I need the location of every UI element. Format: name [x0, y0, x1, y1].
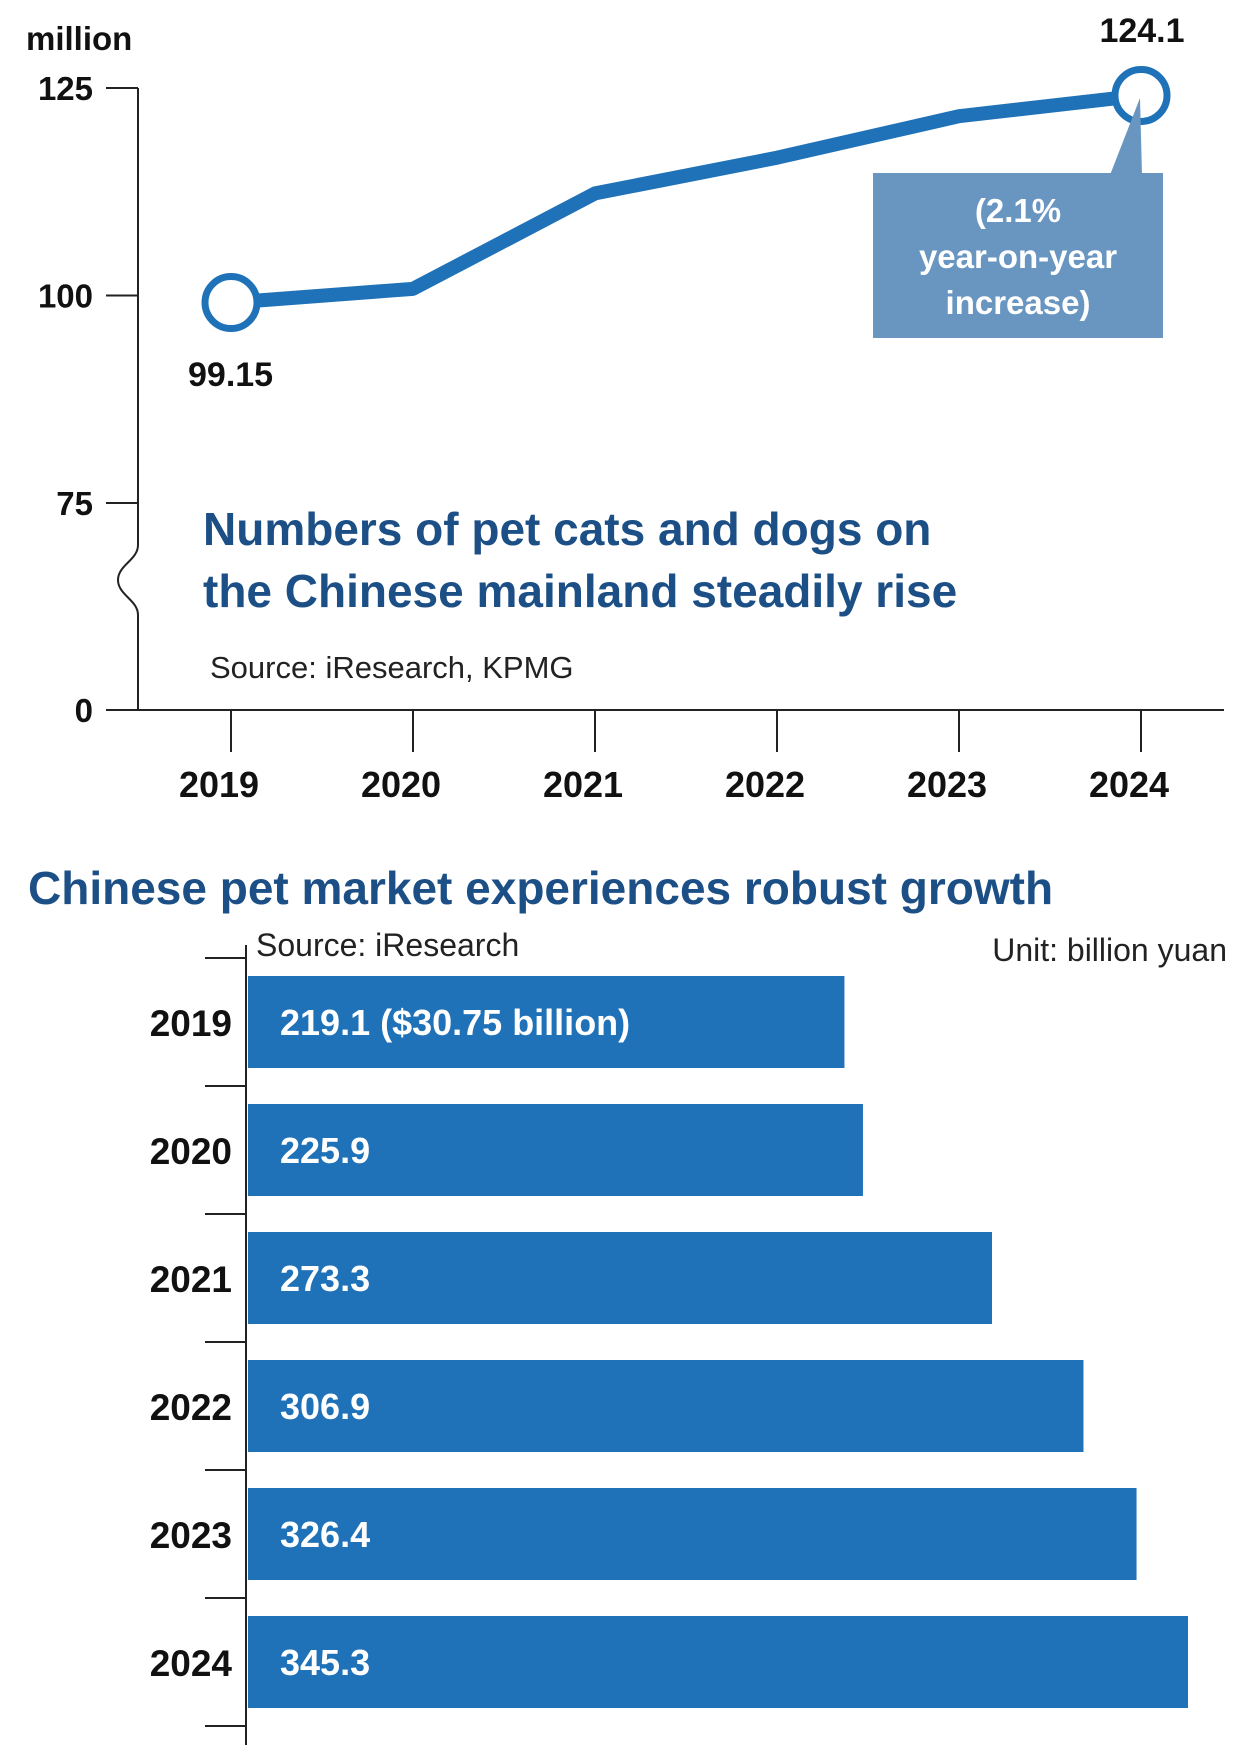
x-tick-label: 2021 — [543, 764, 623, 805]
bar-category-label: 2022 — [150, 1387, 232, 1428]
bar-category-label: 2024 — [150, 1643, 233, 1684]
y-tick-label: 0 — [75, 692, 93, 729]
annotation-callout: (2.1% year-on-year increase) — [873, 98, 1163, 338]
bar-category-ticks — [205, 957, 246, 1727]
x-tick-label: 2022 — [725, 764, 805, 805]
bar-chart-unit: Unit: billion yuan — [992, 932, 1227, 968]
x-tick-label: 2023 — [907, 764, 987, 805]
callout-box — [873, 173, 1163, 338]
callout-pointer — [1110, 98, 1142, 175]
bar-value-label: 273.3 — [280, 1258, 370, 1299]
bar-value-label: 326.4 — [280, 1514, 370, 1555]
callout-line-3: increase) — [946, 284, 1091, 321]
bar — [248, 1104, 863, 1196]
series-line — [224, 88, 1148, 310]
callout-line-2: year-on-year — [919, 238, 1117, 275]
data-label-2019: 99.15 — [188, 356, 273, 394]
y-ticks: 125 100 75 0 — [38, 70, 138, 729]
bar — [248, 976, 845, 1068]
bar — [248, 1360, 1084, 1452]
bar-value-label: 225.9 — [280, 1130, 370, 1171]
bar-chart-title: Chinese pet market experiences robust gr… — [28, 862, 1053, 914]
bars: 219.1 ($30.75 billion) 2019 225.9 2020 273.3… — [150, 976, 1188, 1708]
bar-value-label: 219.1 ($30.75 billion) — [280, 1002, 630, 1043]
bar-chart-source: Source: iResearch — [256, 927, 519, 963]
bar — [248, 1488, 1137, 1580]
bar — [248, 1232, 992, 1324]
data-label-2024: 124.1 — [1099, 12, 1184, 50]
bar-category-label: 2021 — [150, 1259, 232, 1300]
markers — [201, 65, 1171, 333]
line-chart-source: Source: iResearch, KPMG — [210, 650, 574, 685]
y-tick-label: 125 — [38, 70, 93, 107]
line-chart-title-line-1: Numbers of pet cats and dogs on — [203, 503, 931, 555]
bar-category-label: 2020 — [150, 1131, 232, 1172]
point-marker — [1111, 65, 1171, 125]
y-tick-label: 75 — [56, 485, 93, 522]
bar-category-label: 2019 — [150, 1003, 232, 1044]
x-tick-label: 2020 — [361, 764, 441, 805]
bar-value-label: 306.9 — [280, 1386, 370, 1427]
bar-value-label: 345.3 — [280, 1642, 370, 1683]
bar-chart: Chinese pet market experiences robust gr… — [28, 862, 1227, 1745]
callout-line-1: (2.1% — [975, 192, 1061, 229]
y-axis-line — [116, 88, 139, 710]
y-unit-label: million — [26, 20, 132, 57]
bar-category-label: 2023 — [150, 1515, 232, 1556]
x-ticks: 2019 2020 2021 2022 2023 2024 — [179, 710, 1169, 805]
line-chart-title-line-2: the Chinese mainland steadily rise — [203, 565, 957, 617]
x-tick-label: 2024 — [1089, 764, 1169, 805]
bar — [248, 1616, 1188, 1708]
x-tick-label: 2019 — [179, 764, 259, 805]
point-marker — [201, 273, 261, 333]
y-tick-label: 100 — [38, 278, 93, 315]
